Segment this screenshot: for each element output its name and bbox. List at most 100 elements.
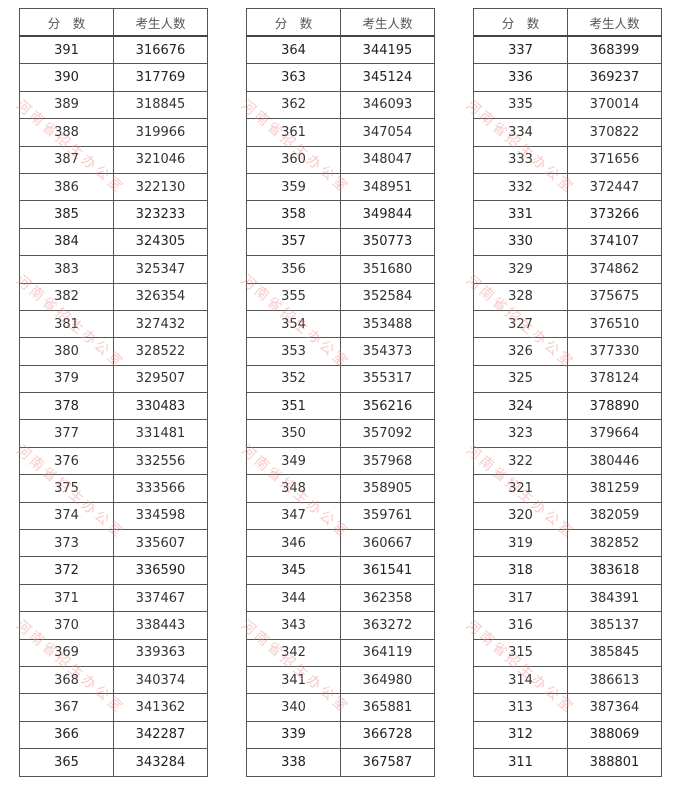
table-row: 344 362358 [246, 583, 435, 613]
score-cell: 323 [473, 419, 568, 448]
score-cell: 336 [473, 63, 568, 92]
count-cell: 377330 [567, 337, 662, 366]
score-cell: 329 [473, 255, 568, 284]
table-row: 372 336590 [19, 556, 208, 585]
table-row: 369 339363 [19, 638, 208, 667]
table-row: 335 370014 [473, 90, 662, 120]
score-cell: 386 [19, 172, 114, 202]
count-cell: 382852 [567, 529, 662, 558]
count-cell: 318845 [113, 90, 208, 120]
table-row: 380 328522 [19, 337, 208, 366]
table-row: 349 357968 [246, 446, 435, 476]
count-cell: 364119 [340, 638, 435, 667]
count-cell: 386613 [567, 665, 662, 695]
count-cell: 378890 [567, 392, 662, 421]
header-row: 分 数考生人数 [19, 8, 208, 37]
score-cell: 368 [19, 665, 114, 695]
count-cell: 363272 [340, 611, 435, 640]
table-row: 328 375675 [473, 282, 662, 311]
table-row: 386 322130 [19, 172, 208, 202]
table-row: 367 341362 [19, 693, 208, 722]
score-cell: 372 [19, 556, 114, 585]
table-row: 379 329507 [19, 364, 208, 394]
table-row: 355 352584 [246, 282, 435, 311]
score-cell: 347 [246, 501, 341, 531]
score-cell: 318 [473, 556, 568, 585]
count-cell: 368399 [567, 35, 662, 65]
count-cell: 349844 [340, 200, 435, 229]
table-row: 311 388801 [473, 748, 662, 777]
count-cell: 348951 [340, 172, 435, 202]
count-cell: 322130 [113, 172, 208, 202]
count-cell: 382059 [567, 501, 662, 531]
score-cell: 337 [473, 35, 568, 65]
header-count: 考生人数 [113, 8, 208, 37]
table-row: 341 364980 [246, 665, 435, 695]
count-cell: 358905 [340, 474, 435, 503]
score-cell: 322 [473, 446, 568, 476]
table-row: 388 319966 [19, 118, 208, 147]
score-cell: 367 [19, 693, 114, 722]
table-row: 325 378124 [473, 364, 662, 394]
count-cell: 353488 [340, 309, 435, 339]
header-row: 分 数考生人数 [246, 8, 435, 37]
score-cell: 330 [473, 227, 568, 257]
score-cell: 375 [19, 474, 114, 503]
score-cell: 339 [246, 720, 341, 750]
table-row: 354 353488 [246, 309, 435, 339]
table-row: 366 342287 [19, 720, 208, 750]
table-row: 377 331481 [19, 419, 208, 448]
table-row: 364 344195 [246, 35, 435, 65]
table-row: 389 318845 [19, 90, 208, 120]
score-cell: 357 [246, 227, 341, 257]
score-table-2: 分 数考生人数 364 344195 363 345124 362 346093 361 347… [246, 8, 435, 777]
score-cell: 370 [19, 611, 114, 640]
table-row: 357 350773 [246, 227, 435, 257]
score-cell: 374 [19, 501, 114, 531]
table-row: 332 372447 [473, 172, 662, 202]
count-cell: 325347 [113, 255, 208, 284]
score-cell: 380 [19, 337, 114, 366]
table-row: 359 348951 [246, 172, 435, 202]
count-cell: 342287 [113, 720, 208, 750]
table-row: 340 365881 [246, 693, 435, 722]
count-cell: 366728 [340, 720, 435, 750]
count-cell: 365881 [340, 693, 435, 722]
score-cell: 335 [473, 90, 568, 120]
score-cell: 376 [19, 446, 114, 476]
score-cell: 320 [473, 501, 568, 531]
count-cell: 321046 [113, 145, 208, 174]
count-cell: 370822 [567, 118, 662, 147]
table-row: 362 346093 [246, 90, 435, 120]
score-cell: 383 [19, 255, 114, 284]
score-cell: 384 [19, 227, 114, 257]
count-cell: 346093 [340, 90, 435, 120]
score-cell: 363 [246, 63, 341, 92]
count-cell: 319966 [113, 118, 208, 147]
count-cell: 370014 [567, 90, 662, 120]
score-cell: 346 [246, 529, 341, 558]
table-row: 315 385845 [473, 638, 662, 667]
table-row: 330 374107 [473, 227, 662, 257]
table-row: 365 343284 [19, 748, 208, 777]
count-cell: 378124 [567, 364, 662, 394]
score-cell: 369 [19, 638, 114, 667]
table-row: 320 382059 [473, 501, 662, 531]
score-cell: 342 [246, 638, 341, 667]
count-cell: 333566 [113, 474, 208, 503]
table-row: 342 364119 [246, 638, 435, 667]
count-cell: 351680 [340, 255, 435, 284]
count-cell: 381259 [567, 474, 662, 503]
score-cell: 317 [473, 583, 568, 613]
count-cell: 359761 [340, 501, 435, 531]
table-row: 338 367587 [246, 748, 435, 777]
count-cell: 380446 [567, 446, 662, 476]
score-cell: 360 [246, 145, 341, 174]
count-cell: 373266 [567, 200, 662, 229]
table-row: 318 383618 [473, 556, 662, 585]
score-cell: 332 [473, 172, 568, 202]
count-cell: 362358 [340, 583, 435, 613]
score-cell: 350 [246, 419, 341, 448]
table-row: 387 321046 [19, 145, 208, 174]
header-score: 分 数 [246, 8, 341, 37]
